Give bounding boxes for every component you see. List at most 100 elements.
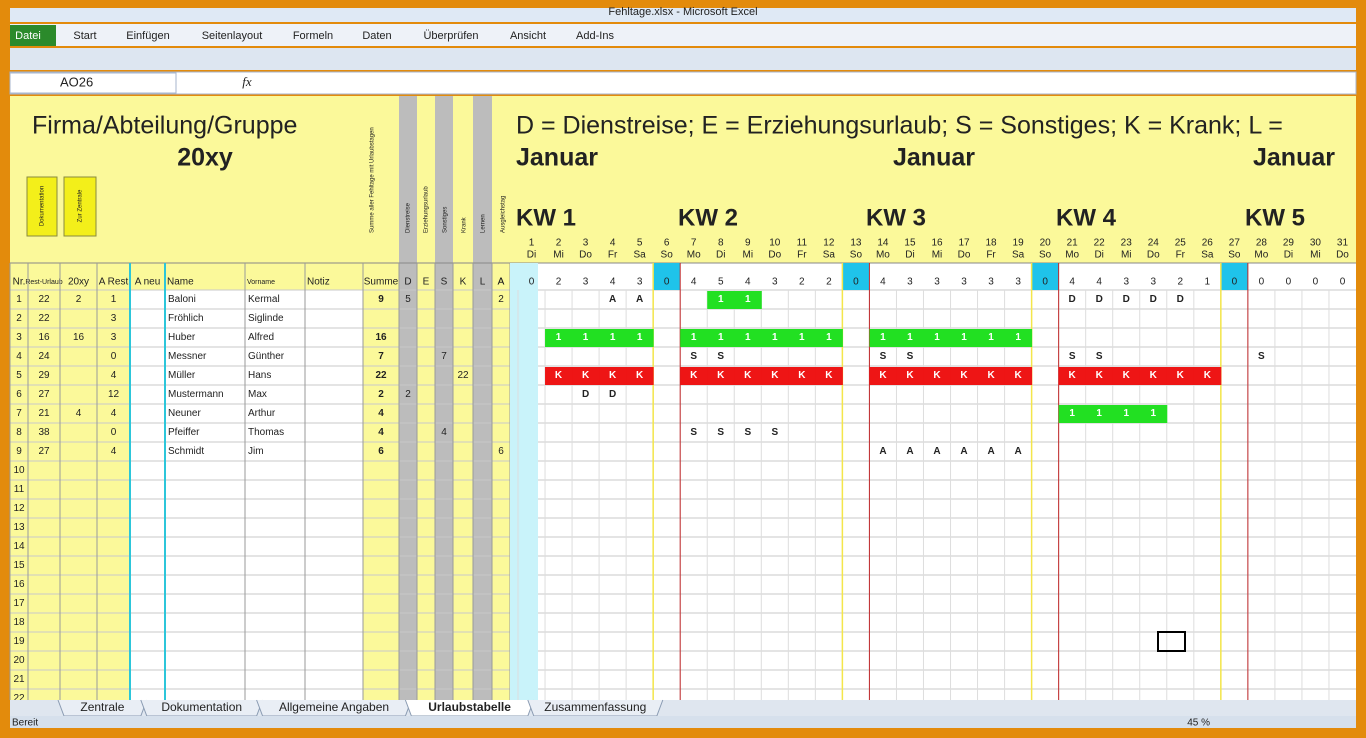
ribbon-tab[interactable]: Ansicht <box>510 30 546 42</box>
ribbon-tab[interactable]: Überprüfen <box>423 30 478 42</box>
cell: 7 <box>378 351 384 362</box>
selected-cell <box>1157 631 1186 652</box>
sheet-button-label[interactable]: Dokumentation <box>40 186 46 226</box>
day-count: 3 <box>1123 277 1129 288</box>
absence-code: 1 <box>556 332 562 343</box>
absence-cell <box>923 367 952 385</box>
weekday: Do <box>768 250 781 261</box>
day-count: 3 <box>988 277 994 288</box>
weekday: Di <box>1094 250 1103 261</box>
cell: 4 <box>441 427 447 438</box>
absence-code: D <box>1096 294 1103 305</box>
absence-cell <box>1058 367 1087 385</box>
absence-code: S <box>744 427 751 438</box>
cell: Alfred <box>248 332 274 343</box>
legend: D = Dienstreise; E = Erziehungsurlaub; S… <box>516 112 1283 140</box>
absence-cell <box>761 329 789 347</box>
weekday: Fr <box>797 250 807 261</box>
column-header: Notiz <box>307 277 330 288</box>
day-count: 0 <box>1042 277 1048 288</box>
status-zoom: 45 % <box>1187 718 1210 729</box>
cell: 18 <box>13 617 25 628</box>
weekday: Mo <box>687 250 701 261</box>
column-header: K <box>460 277 467 288</box>
week-label: KW 3 <box>866 204 926 231</box>
day-number: 26 <box>1202 238 1214 249</box>
absence-code: K <box>960 370 968 381</box>
cell: 27 <box>38 389 50 400</box>
day-count: 4 <box>1096 277 1102 288</box>
weekday: Fr <box>1176 250 1186 261</box>
ribbon-tab[interactable]: Start <box>73 30 96 42</box>
ribbon-tab[interactable]: Daten <box>362 30 391 42</box>
absence-code: S <box>717 427 724 438</box>
ribbon-tab[interactable]: Einfügen <box>126 30 169 42</box>
absence-code: 1 <box>988 332 994 343</box>
day-number: 21 <box>1067 238 1079 249</box>
ribbon-tab[interactable]: Seitenlayout <box>202 30 263 42</box>
absence-code: K <box>717 370 725 381</box>
day-number: 22 <box>1094 238 1106 249</box>
weekday: Di <box>527 250 536 261</box>
name-box[interactable] <box>9 72 177 94</box>
absence-cell <box>977 329 1006 347</box>
file-tab[interactable]: Datei <box>15 30 41 42</box>
absence-code: 1 <box>745 294 751 305</box>
sheet-tab[interactable]: Dokumentation <box>161 700 242 714</box>
cell: 9 <box>16 446 22 457</box>
absence-cell <box>1112 405 1141 423</box>
weekday: Mo <box>1254 250 1268 261</box>
week-label: KW 1 <box>516 204 576 231</box>
sheet-tab[interactable]: Zentrale <box>80 700 124 714</box>
cell: 4 <box>111 370 117 381</box>
day-count: 4 <box>610 277 616 288</box>
cell: 4 <box>378 427 384 438</box>
absence-code: K <box>744 370 752 381</box>
absence-code: 1 <box>1069 408 1075 419</box>
sheet-button-label[interactable]: Zur Zentrale <box>78 189 84 222</box>
absence-code: A <box>906 446 913 457</box>
day-count: 5 <box>718 277 724 288</box>
sheet-button[interactable] <box>63 176 97 237</box>
absence-cell <box>896 329 924 347</box>
absence-code: 1 <box>1123 408 1129 419</box>
fx-button[interactable]: fx <box>242 74 252 89</box>
formula-bar <box>9 71 1357 95</box>
file-tab-bg[interactable] <box>10 25 56 46</box>
cell: 4 <box>111 408 117 419</box>
cell: 22 <box>38 313 50 324</box>
day-count: 1 <box>1205 277 1211 288</box>
grey-column <box>435 96 453 700</box>
column-header: Rest-Urlaub <box>25 279 62 286</box>
absence-cell <box>626 367 654 385</box>
status-bar <box>10 716 1356 728</box>
cell: 3 <box>16 332 22 343</box>
day-number: 30 <box>1310 238 1322 249</box>
day-count: 2 <box>826 277 832 288</box>
absence-code: 1 <box>1150 408 1156 419</box>
sheet-tab[interactable]: Zusammenfassung <box>544 700 646 714</box>
ribbon-tab[interactable]: Formeln <box>293 30 333 42</box>
day-count: 3 <box>1015 277 1021 288</box>
absence-code: D <box>1150 294 1157 305</box>
sheet-tab[interactable]: Urlaubstabelle <box>428 700 511 714</box>
cell: Thomas <box>248 427 284 438</box>
absence-cell <box>1004 367 1033 385</box>
cell: Kermal <box>248 294 280 305</box>
absence-cell <box>950 329 979 347</box>
ribbon-tab[interactable]: Add-Ins <box>576 30 614 42</box>
sheet-tab[interactable]: Allgemeine Angaben <box>279 700 389 714</box>
day-number: 9 <box>745 238 751 249</box>
title-bar <box>10 8 1356 22</box>
day-number: 8 <box>718 238 724 249</box>
day-number: 18 <box>986 238 998 249</box>
day-number: 20 <box>1040 238 1052 249</box>
absence-code: D <box>582 389 589 400</box>
cell: Schmidt <box>168 446 204 457</box>
absence-code: K <box>1204 370 1212 381</box>
rotated-header: Erziehungsurlaub <box>424 186 430 233</box>
sheet-button[interactable] <box>26 176 58 237</box>
cell: Hans <box>248 370 271 381</box>
cell: 4 <box>111 446 117 457</box>
